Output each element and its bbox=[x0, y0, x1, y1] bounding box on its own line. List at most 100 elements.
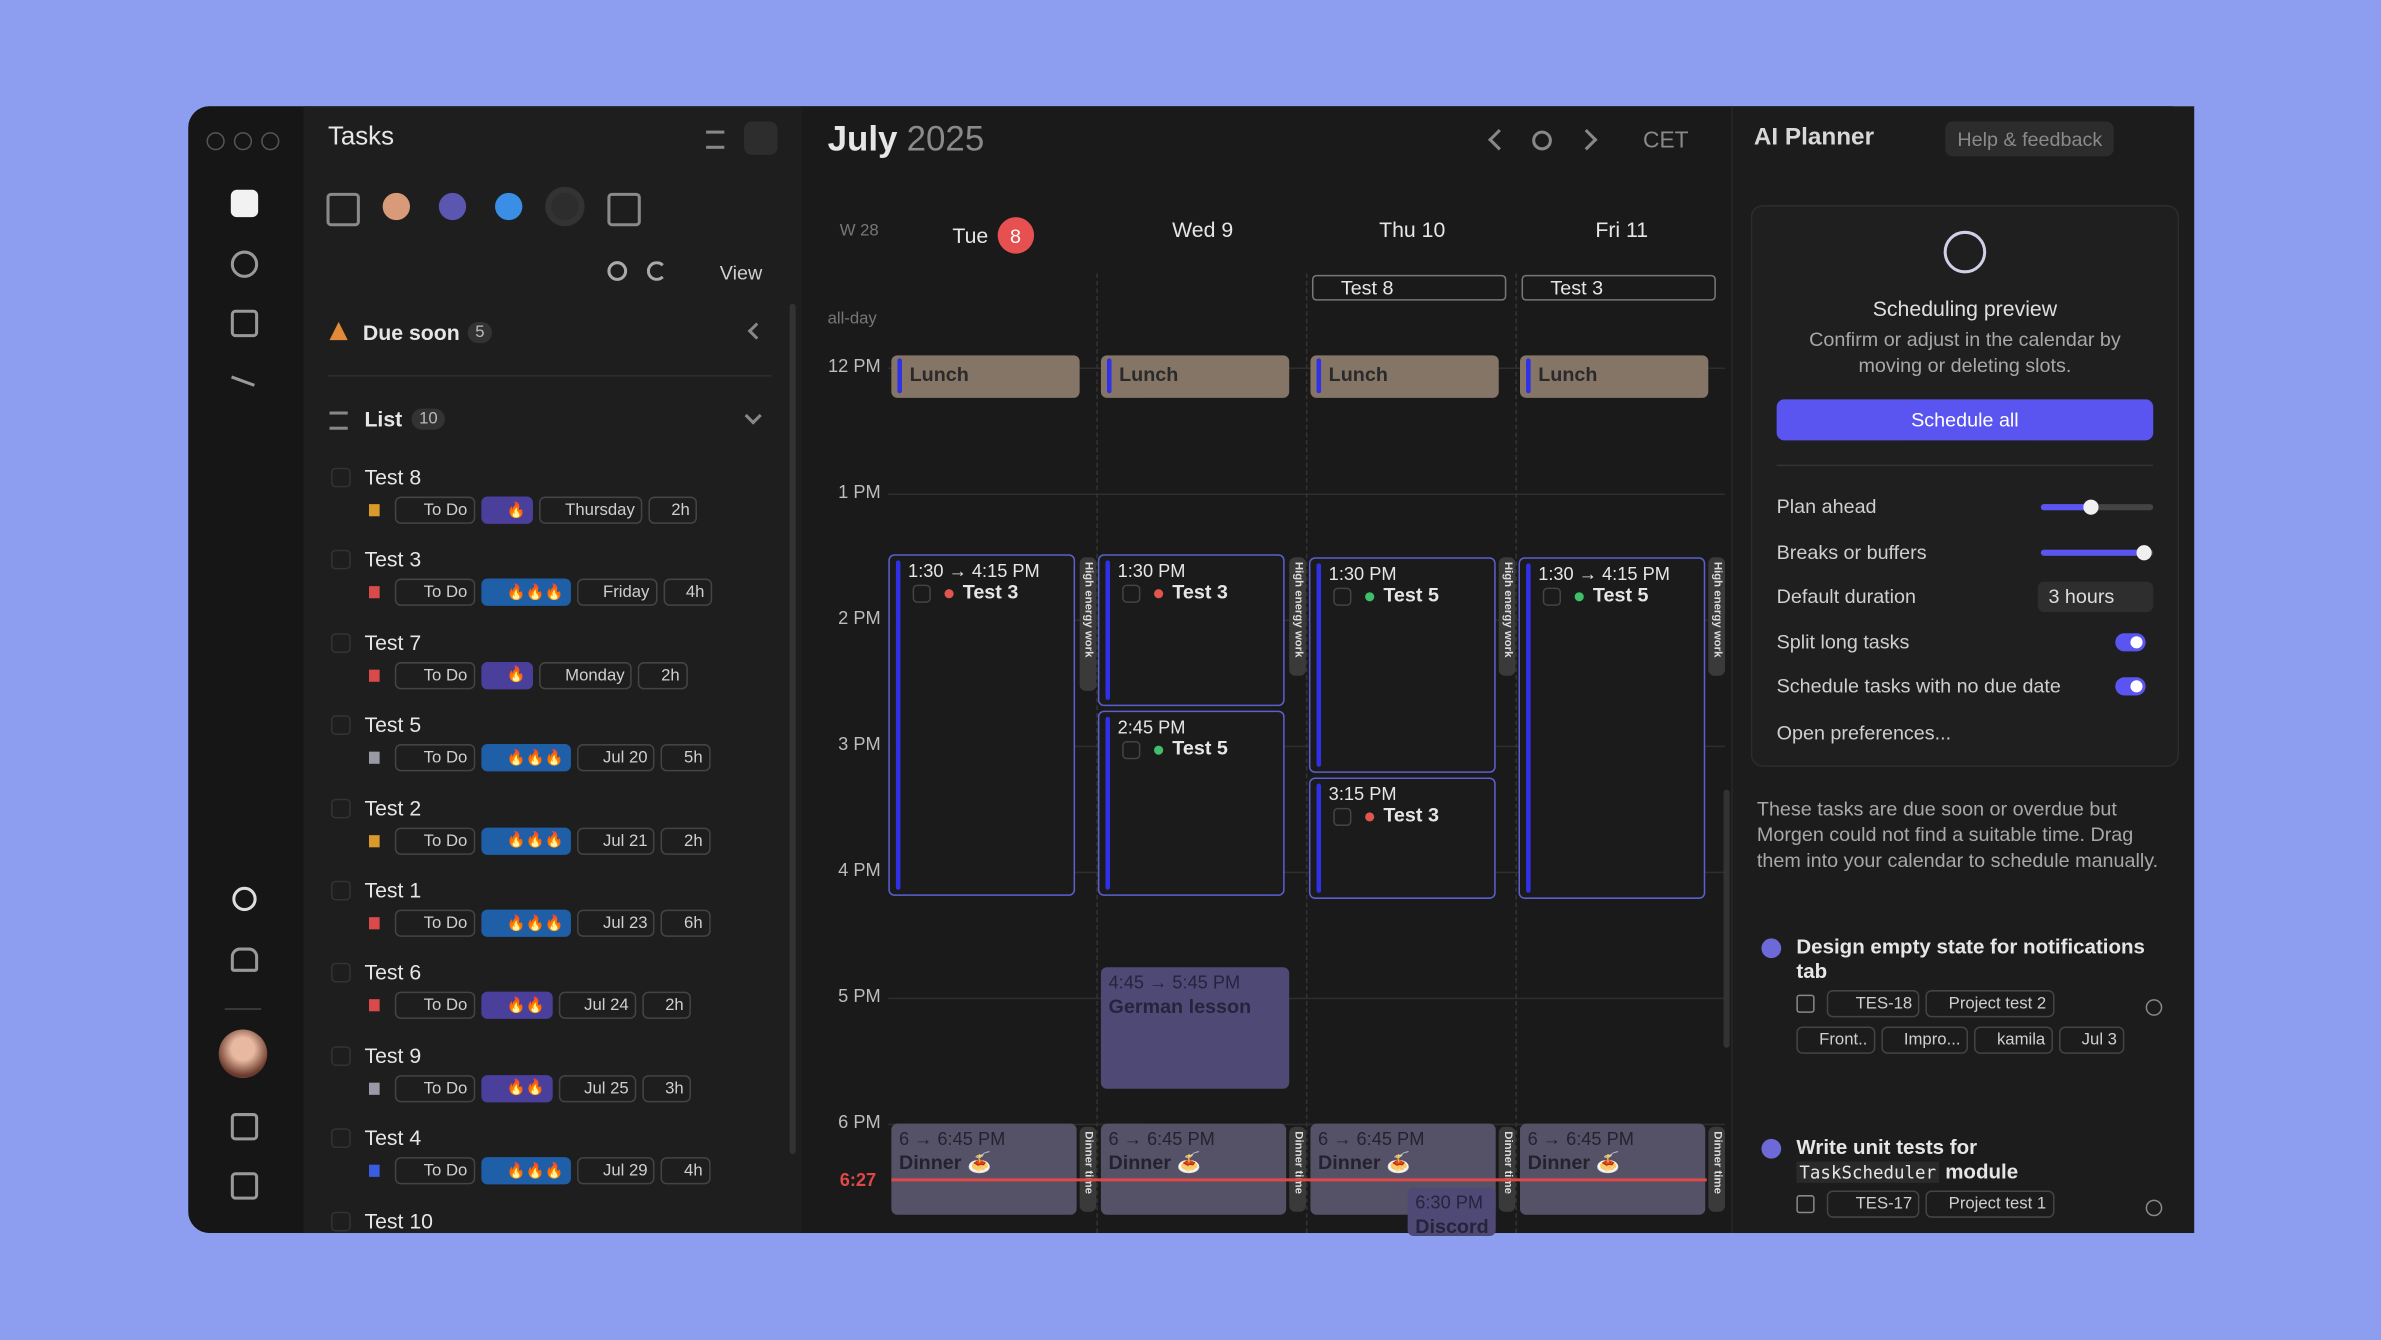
task-name[interactable]: Test 3 bbox=[364, 547, 422, 572]
event-title: Test 5 bbox=[1383, 583, 1439, 606]
task-name[interactable]: Test 8 bbox=[364, 464, 422, 489]
task-meta: To Do 🔥🔥🔥 Friday 4h bbox=[364, 579, 718, 607]
link-icon[interactable] bbox=[230, 250, 259, 278]
task-name[interactable]: Test 6 bbox=[364, 960, 422, 985]
dinner-event[interactable]: 6 → 6:45 PM Dinner 🍝 bbox=[1100, 1123, 1287, 1215]
slider-thumb[interactable] bbox=[2136, 544, 2152, 560]
today-button[interactable] bbox=[1532, 130, 1552, 151]
view-button[interactable]: View bbox=[719, 261, 763, 284]
all-day-event[interactable]: Test 8 bbox=[1311, 274, 1507, 301]
due-label[interactable]: Due soon bbox=[362, 320, 460, 345]
tasks-icon[interactable] bbox=[230, 189, 259, 218]
dinner-event[interactable]: 6 → 6:45 PM Dinner 🍝 bbox=[1520, 1123, 1706, 1215]
inbox-icon[interactable] bbox=[230, 309, 259, 338]
event-checkbox[interactable] bbox=[1333, 587, 1352, 606]
dot[interactable] bbox=[206, 132, 225, 151]
lunch-event[interactable]: Lunch bbox=[1520, 355, 1709, 398]
task-checkbox[interactable] bbox=[331, 1128, 351, 1149]
task-event[interactable]: 1:30 → 4:15 PM Test 3 bbox=[888, 554, 1076, 896]
unscheduled-title[interactable]: Design empty state for notifications tab bbox=[1796, 935, 2145, 984]
calendar-heading: July 2025 bbox=[828, 118, 985, 159]
event-title: Dinner 🍝 bbox=[1108, 1151, 1202, 1174]
filter-button[interactable] bbox=[706, 130, 725, 149]
source-icon[interactable] bbox=[495, 192, 523, 221]
event-checkbox[interactable] bbox=[1122, 741, 1141, 760]
strip-label: High energy work bbox=[1501, 561, 1516, 658]
lunch-event[interactable]: Lunch bbox=[1100, 355, 1290, 398]
setting-label: Plan ahead bbox=[1776, 495, 1877, 518]
task-checkbox[interactable] bbox=[331, 880, 351, 901]
schedule-button[interactable]: Schedule all bbox=[1776, 399, 2154, 441]
week-number: W 28 bbox=[839, 221, 879, 240]
task-name[interactable]: Test 7 bbox=[364, 629, 422, 655]
strip-label: Dinner time bbox=[1292, 1131, 1306, 1194]
team-icon[interactable] bbox=[230, 947, 259, 972]
info-icon[interactable] bbox=[2145, 999, 2163, 1016]
source-icon[interactable] bbox=[326, 192, 360, 227]
shuffle-icon[interactable] bbox=[231, 375, 255, 387]
dinner-event[interactable]: 6 → 6:45 PM Dinner 🍝 bbox=[891, 1123, 1077, 1215]
preview-title: Scheduling preview bbox=[1872, 296, 2058, 321]
source-icon[interactable] bbox=[438, 192, 467, 221]
avatar[interactable] bbox=[218, 1029, 268, 1079]
help-button[interactable]: Help & feedback bbox=[1945, 121, 2115, 157]
task-checkbox[interactable] bbox=[331, 1211, 351, 1231]
task-checkbox[interactable] bbox=[331, 550, 351, 571]
availability-strip: High energy work bbox=[1289, 557, 1306, 676]
slider-thumb[interactable] bbox=[2083, 499, 2100, 515]
lesson-event[interactable]: 4:45 → 5:45 PM German lesson bbox=[1100, 967, 1290, 1089]
task-name[interactable]: Test 4 bbox=[364, 1125, 422, 1150]
lunch-event[interactable]: Lunch bbox=[1310, 355, 1499, 398]
source-icon[interactable] bbox=[607, 192, 641, 227]
task-name[interactable]: Test 9 bbox=[364, 1042, 422, 1068]
task-event[interactable]: 1:30 PM Test 5 bbox=[1308, 557, 1496, 773]
info-icon[interactable] bbox=[2145, 1199, 2163, 1217]
task-name[interactable]: Test 2 bbox=[364, 795, 422, 820]
event-checkbox[interactable] bbox=[912, 584, 931, 603]
energy-pill: 🔥🔥🔥 bbox=[480, 909, 572, 937]
task-checkbox[interactable] bbox=[331, 715, 351, 736]
source-icon[interactable] bbox=[382, 192, 410, 221]
task-name[interactable]: Test 1 bbox=[364, 877, 422, 902]
dot[interactable] bbox=[233, 132, 253, 151]
help-icon[interactable] bbox=[230, 1113, 259, 1141]
dot[interactable] bbox=[261, 132, 280, 151]
setting-label: Breaks or buffers bbox=[1776, 539, 1927, 563]
unscheduled-title[interactable]: Write unit tests for TaskScheduler module bbox=[1796, 1136, 2145, 1185]
task-event[interactable]: 2:45 PM Test 5 bbox=[1097, 710, 1285, 896]
task-checkbox[interactable] bbox=[331, 632, 351, 653]
status-icon[interactable] bbox=[232, 886, 257, 912]
window-controls bbox=[206, 131, 280, 158]
duration-pill: 2h bbox=[638, 661, 688, 690]
add-button[interactable] bbox=[744, 121, 778, 155]
refresh-icon[interactable] bbox=[646, 261, 667, 281]
lunch-event[interactable]: Lunch bbox=[891, 355, 1080, 398]
event-bar bbox=[897, 358, 902, 394]
all-day-event[interactable]: Test 3 bbox=[1521, 274, 1716, 301]
task-event[interactable]: 3:15 PM Test 3 bbox=[1308, 777, 1496, 899]
source-icon[interactable] bbox=[551, 192, 579, 221]
hour-label: 2 PM bbox=[838, 607, 881, 629]
calendar-icon[interactable] bbox=[230, 1172, 259, 1200]
list-label[interactable]: List bbox=[364, 406, 403, 432]
task-checkbox[interactable] bbox=[331, 798, 351, 818]
event-checkbox[interactable] bbox=[1122, 584, 1141, 603]
search-icon[interactable] bbox=[607, 261, 628, 281]
task-event[interactable]: 1:30 → 4:15 PM Test 5 bbox=[1518, 557, 1706, 899]
due-icon bbox=[329, 321, 348, 341]
duration-select[interactable]: 3 hours bbox=[2037, 581, 2154, 613]
task-checkbox[interactable] bbox=[331, 467, 351, 488]
task-checkbox[interactable] bbox=[331, 1045, 351, 1066]
task-checkbox[interactable] bbox=[331, 963, 351, 984]
toggle-knob bbox=[2130, 680, 2143, 694]
slider-fill bbox=[2040, 549, 2145, 556]
lesson-event[interactable]: 6:30 PM Discord bbox=[1407, 1187, 1496, 1237]
event-checkbox[interactable] bbox=[1542, 587, 1562, 606]
close-button[interactable] bbox=[2150, 126, 2168, 144]
slider-fill bbox=[2040, 504, 2092, 511]
task-event[interactable]: 1:30 PM Test 3 bbox=[1097, 554, 1285, 707]
open-preferences[interactable]: Open preferences... bbox=[1776, 721, 1952, 745]
event-checkbox[interactable] bbox=[1333, 807, 1352, 827]
task-name[interactable]: Test 5 bbox=[364, 712, 422, 737]
task-name[interactable]: Test 10 bbox=[364, 1208, 433, 1233]
